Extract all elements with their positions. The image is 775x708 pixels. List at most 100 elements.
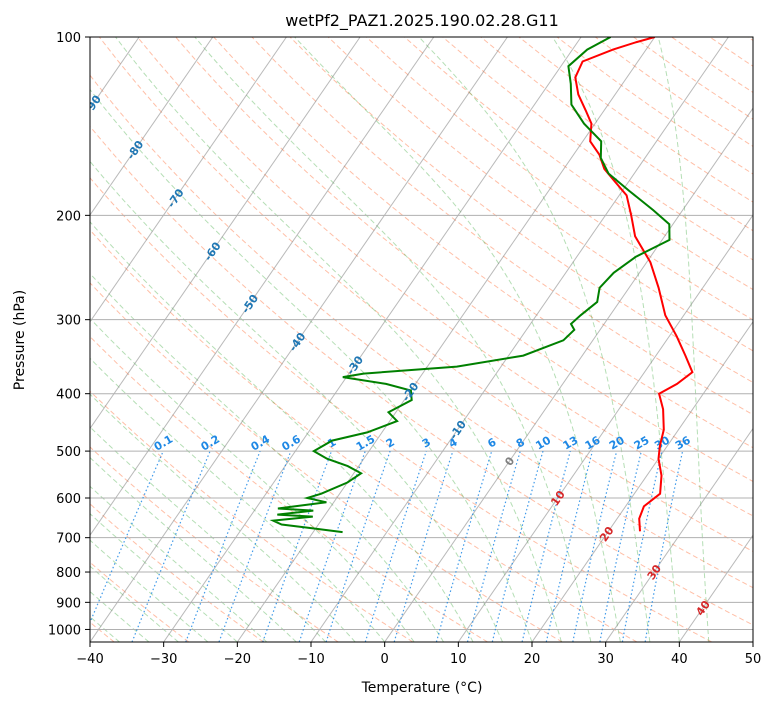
x-tick-label: 10 <box>450 652 467 667</box>
x-tick-label: −40 <box>76 652 103 667</box>
dry-adiabat-line <box>98 37 753 552</box>
isotherm-label: 40 <box>693 598 713 618</box>
moist-adiabat-line <box>90 357 386 642</box>
x-tick-label: 40 <box>671 652 688 667</box>
x-tick-label: 20 <box>524 652 541 667</box>
mixing-ratio-line <box>185 450 261 642</box>
mixing-ratio-label: 0.6 <box>279 432 303 453</box>
y-tick-label: 600 <box>56 492 81 507</box>
mixing-ratio-line <box>491 450 544 642</box>
isotherm-label: -60 <box>202 239 224 263</box>
dry-adiabat-line <box>213 37 753 449</box>
dry-adiabat-line <box>90 561 190 642</box>
y-tick-label: 300 <box>56 314 81 329</box>
y-tick-label: 1000 <box>48 623 81 638</box>
isotherm-line <box>384 107 753 642</box>
dry-adiabat-line <box>518 37 753 203</box>
moist-adiabat-line <box>90 513 238 642</box>
dry-adiabat-line <box>671 37 753 94</box>
x-axis: −40 −30 −20 −10 0 10 20 30 40 50 <box>76 642 761 667</box>
dry-adiabats <box>90 37 753 642</box>
dry-adiabat-line <box>137 37 753 517</box>
plot-area: 0.1 0.2 0.4 0.6 1 1.5 2 3 4 6 8 10 13 16 20 25 30 36 -100… <box>90 37 753 642</box>
isotherm-label: -50 <box>239 292 261 316</box>
moist-adiabat-line <box>115 37 562 642</box>
isotherm-line <box>90 37 361 430</box>
dry-adiabat-line <box>90 446 339 642</box>
isotherm-line <box>531 320 753 642</box>
dry-adiabat-line <box>289 37 753 384</box>
mixing-ratio-label: 10 <box>533 433 553 452</box>
chart-title: wetPf2_PAZ1.2025.190.02.28.G11 <box>285 11 559 31</box>
dry-adiabat-line <box>90 229 638 642</box>
dry-adiabat-line <box>633 37 753 120</box>
plot-frame <box>89 36 754 643</box>
isotherm-line <box>605 427 753 642</box>
dry-adiabat-line <box>90 125 753 626</box>
dry-adiabat-line <box>366 37 753 321</box>
dry-adiabat-line <box>90 390 414 642</box>
y-tick-label: 700 <box>56 532 81 547</box>
moist-adiabat-line <box>552 37 680 642</box>
isotherm-line <box>310 37 729 642</box>
y-tick-label: 200 <box>56 209 81 224</box>
mixing-ratio-line <box>298 450 366 642</box>
moist-adiabat-line <box>90 317 415 642</box>
mixing-ratio-label: 0.4 <box>249 432 273 453</box>
mixing-ratio-line <box>393 450 454 642</box>
x-tick-label: −30 <box>150 652 177 667</box>
mixing-ratio-label: 25 <box>632 434 652 453</box>
isotherm-line <box>457 214 753 642</box>
isotherm-line <box>90 37 214 216</box>
moist-adiabat-line <box>90 590 150 642</box>
sounding-line-1 <box>269 37 671 534</box>
isotherm-label: 30 <box>645 562 665 582</box>
moist-adiabat-line <box>90 539 209 642</box>
mixing-ratio-line <box>325 450 391 642</box>
moist-adiabat-line <box>90 160 503 642</box>
mixing-ratio-line <box>621 450 663 642</box>
mixing-ratio-line <box>131 450 211 642</box>
moist-adiabats <box>90 37 710 642</box>
dry-adiabat-line <box>747 37 753 41</box>
mixing-ratio-line <box>90 450 164 624</box>
mixing-ratio-line <box>545 450 593 642</box>
moist-adiabat-line <box>90 221 474 642</box>
y-tick-label: 100 <box>56 31 81 46</box>
pressure-gridlines <box>90 37 753 630</box>
dry-adiabat-line <box>90 177 712 642</box>
moist-adiabat-line <box>90 485 268 642</box>
x-tick-label: 50 <box>745 652 762 667</box>
y-tick-label: 500 <box>56 445 81 460</box>
y-axis: 100 200 300 400 500 600 700 800 900 1000 <box>48 31 90 638</box>
x-tick-label: 30 <box>597 652 614 667</box>
x-tick-label: −10 <box>297 652 324 667</box>
y-tick-label: 900 <box>56 596 81 611</box>
moist-adiabat-line <box>294 37 621 642</box>
isotherm-line <box>236 37 656 642</box>
isotherm-line <box>90 37 287 323</box>
dry-adiabat-line <box>404 37 753 291</box>
mixing-ratio-line <box>435 450 493 642</box>
dry-adiabat-line <box>251 37 753 416</box>
mixing-ratio-line <box>218 450 292 642</box>
mixing-ratio-label: 3 <box>420 436 433 451</box>
mixing-ratio-label: 13 <box>561 434 581 453</box>
moist-adiabat-line <box>657 37 710 642</box>
mixing-ratio-line <box>364 450 427 642</box>
isotherm-line <box>678 534 753 642</box>
moist-adiabat-line <box>194 37 592 642</box>
dry-adiabat-line <box>175 37 753 483</box>
moist-adiabat-line <box>90 393 356 642</box>
isotherm-line <box>90 37 435 537</box>
sounding-line-0 <box>574 37 694 532</box>
x-tick-label: 0 <box>381 652 389 667</box>
dry-adiabat-line <box>595 37 753 147</box>
y-tick-label: 800 <box>56 566 81 581</box>
isotherm-label: -40 <box>286 330 308 354</box>
moist-adiabat-line <box>90 565 179 642</box>
dry-adiabat-line <box>327 37 753 352</box>
mixing-ratio-label: 2 <box>384 436 397 451</box>
isotherm-label: -80 <box>124 138 146 162</box>
mixing-ratio-line <box>572 450 618 642</box>
